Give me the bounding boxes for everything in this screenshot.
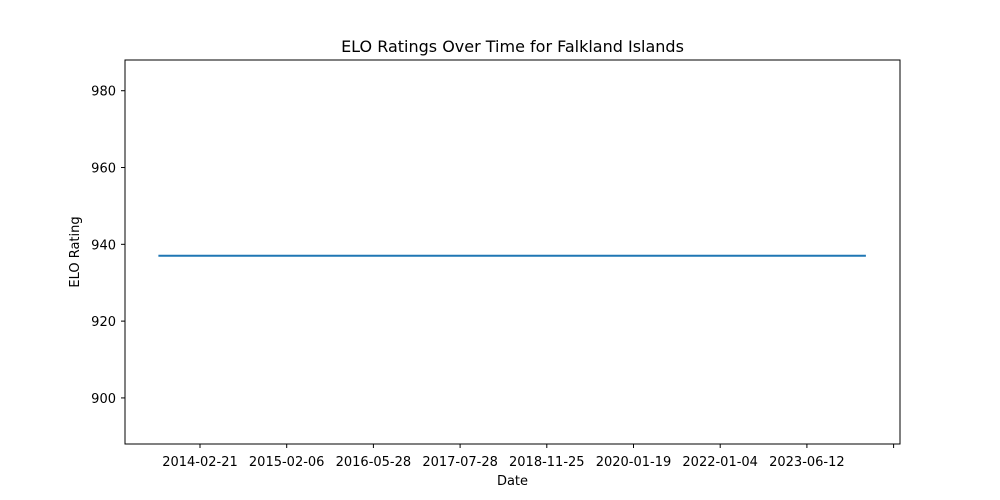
x-tick-label: 2018-11-25 <box>509 455 585 470</box>
y-axis: 900 920 940 960 980 <box>91 85 125 407</box>
y-tick-label: 960 <box>91 162 116 177</box>
y-tick-label: 900 <box>91 392 116 407</box>
x-tick-label: 2016-05-28 <box>336 455 412 470</box>
y-axis-title: ELO Rating <box>68 216 83 287</box>
x-axis-title: Date <box>497 474 528 489</box>
x-tick-label: 2020-01-19 <box>596 455 672 470</box>
plot-area <box>124 59 901 445</box>
y-tick-label: 940 <box>91 238 116 253</box>
y-tick-label: 980 <box>91 85 116 100</box>
x-axis: 2014-02-21 2015-02-06 2016-05-28 2017-07-28… <box>162 444 895 470</box>
x-tick-label: 2015-02-06 <box>249 455 325 470</box>
x-tick-label: 2014-02-21 <box>162 455 238 470</box>
y-tick-label: 920 <box>91 315 116 330</box>
x-tick-label: 2023-06-12 <box>769 455 845 470</box>
x-tick-label: 2022-01-04 <box>682 455 758 470</box>
chart-title: ELO Ratings Over Time for Falkland Islan… <box>341 37 684 56</box>
x-tick-label: 2017-07-28 <box>422 455 498 470</box>
